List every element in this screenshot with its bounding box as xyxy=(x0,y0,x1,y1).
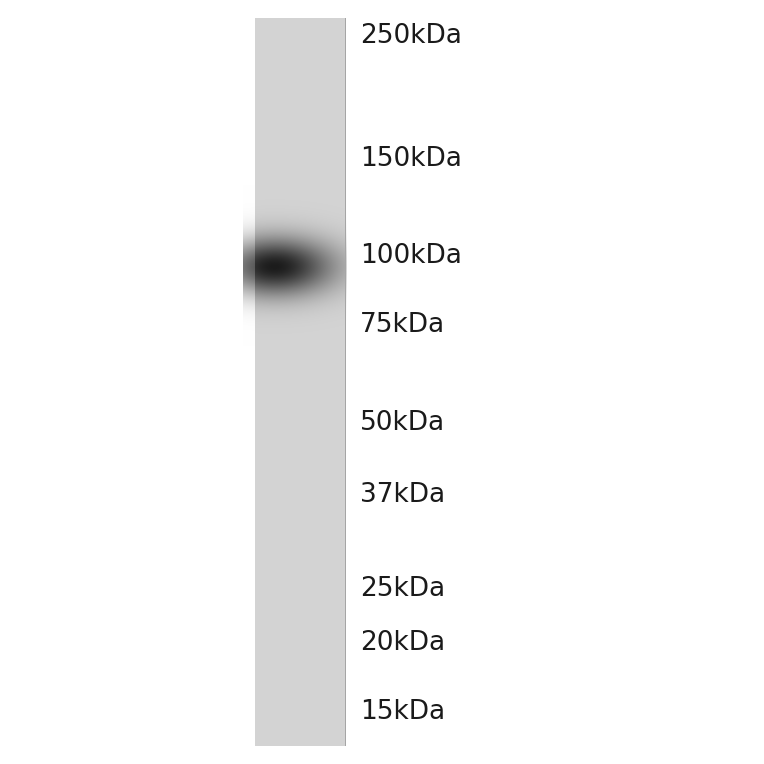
Text: 20kDa: 20kDa xyxy=(360,630,445,656)
Text: 150kDa: 150kDa xyxy=(360,146,462,172)
Text: 100kDa: 100kDa xyxy=(360,244,462,270)
Text: 37kDa: 37kDa xyxy=(360,482,445,508)
Text: 25kDa: 25kDa xyxy=(360,576,445,602)
Text: 75kDa: 75kDa xyxy=(360,312,445,338)
Text: 15kDa: 15kDa xyxy=(360,698,445,725)
Text: 250kDa: 250kDa xyxy=(360,24,462,50)
Text: 50kDa: 50kDa xyxy=(360,410,445,435)
